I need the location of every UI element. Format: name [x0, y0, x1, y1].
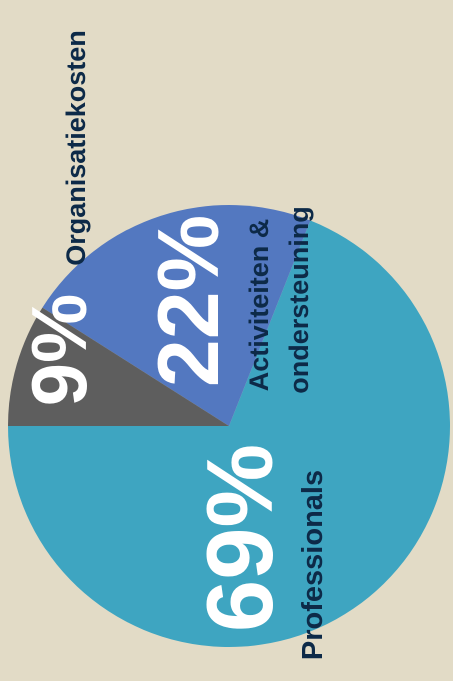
slice-organisatiekosten-label: Organisatiekosten [61, 30, 91, 266]
slice-professionals-percent: 69% [187, 444, 292, 632]
pie-slice-activiteiten-ondersteuning [42, 204, 311, 426]
slice-activiteiten-label-line2: ondersteuning [284, 206, 314, 394]
pie-slice-professionals [8, 220, 450, 647]
slice-professionals-label: Professionals [297, 470, 329, 660]
slice-activiteiten-label-line1: Activiteiten & [244, 219, 274, 392]
slice-organisatiekosten-percent: 9% [15, 294, 103, 407]
pie-slice-organisatiekosten [7, 307, 229, 426]
pie-slices [7, 204, 450, 647]
slice-activiteiten-percent: 22% [141, 215, 237, 387]
